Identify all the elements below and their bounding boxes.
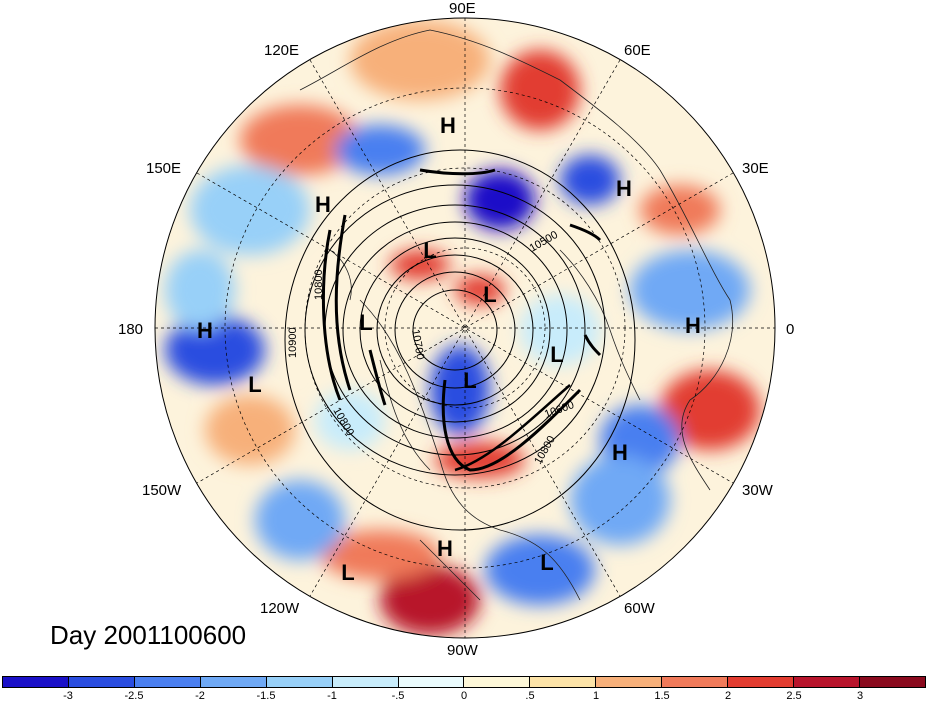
low-pressure-label: L	[423, 238, 436, 263]
lon-label-0: 0	[786, 321, 795, 338]
high-pressure-label: H	[437, 536, 453, 561]
contour-label: 10800	[313, 269, 325, 300]
low-pressure-label: L	[483, 282, 496, 307]
colorbar-tick-label: .5	[525, 690, 535, 702]
lon-label-150w: 150W	[142, 482, 182, 499]
colorbar-swatch	[596, 677, 663, 687]
high-pressure-label: H	[616, 176, 632, 201]
colorbar-tick-label: 1.5	[654, 690, 670, 702]
colorbar-swatch	[266, 677, 333, 687]
lon-label-90w: 90W	[447, 642, 478, 659]
lon-label-90e: 90E	[449, 0, 476, 17]
graticule	[155, 18, 775, 638]
colorbar-tick-label: -1	[327, 690, 337, 702]
map-border	[154, 17, 776, 639]
colorbar-tick-label: -2	[195, 690, 205, 702]
colorbar-swatch	[662, 677, 729, 687]
colorbar-tick-label: -.5	[391, 690, 405, 702]
colorbar-tick-label: 3	[856, 690, 864, 702]
colorbar-swatch	[398, 677, 465, 687]
high-pressure-label: H	[612, 440, 628, 465]
low-pressure-label: L	[359, 310, 372, 335]
colorbar-swatch	[859, 677, 925, 687]
colorbar-swatch	[794, 677, 860, 687]
lon-label-180: 180	[118, 321, 144, 338]
lon-label-30w: 30W	[742, 482, 773, 499]
high-pressure-label: H	[440, 113, 456, 138]
low-pressure-label: L	[341, 560, 354, 585]
lon-label-120e: 120E	[264, 42, 300, 59]
colorbar-tick-label: 2.5	[786, 690, 802, 702]
day-title: Day 2001100600	[50, 620, 247, 650]
colorbar-swatch	[530, 677, 597, 687]
colorbar-swatch	[3, 677, 69, 687]
colorbar-swatch	[134, 677, 201, 687]
high-pressure-label: H	[197, 318, 213, 343]
lon-label-120w: 120W	[260, 600, 300, 617]
low-pressure-label: L	[248, 372, 261, 397]
colorbar-swatch	[332, 677, 399, 687]
lon-label-30e: 30E	[742, 160, 769, 177]
colorbar-tick-label: 0	[460, 690, 468, 702]
height-contours	[284, 149, 636, 531]
colorbar-tick-label: -1.5	[256, 690, 276, 702]
colorbar-tick-label: 1	[592, 690, 600, 702]
contour-label: 10900	[287, 327, 299, 358]
low-pressure-label: L	[550, 342, 563, 367]
colorbar-tick-label: 2	[724, 690, 732, 702]
low-pressure-label: L	[540, 550, 553, 575]
pressure-centers: H H H H H H H L L L L L L L L	[197, 113, 701, 585]
colorbar	[2, 676, 926, 688]
high-pressure-label: H	[315, 192, 331, 217]
colorbar-swatch	[200, 677, 267, 687]
lon-label-60w: 60W	[624, 600, 655, 617]
colorbar-tick-label: -3	[63, 690, 73, 702]
lon-label-150e: 150E	[146, 160, 182, 177]
colorbar-swatch	[728, 677, 795, 687]
colorbar-tick-label: -2.5	[124, 690, 144, 702]
lon-label-60e: 60E	[624, 42, 651, 59]
contour-label: 10700	[409, 328, 426, 360]
anomaly-field	[155, 18, 775, 638]
low-pressure-label: L	[463, 368, 476, 393]
colorbar-swatch	[464, 677, 531, 687]
high-pressure-label: H	[685, 313, 701, 338]
colorbar-swatch	[68, 677, 135, 687]
